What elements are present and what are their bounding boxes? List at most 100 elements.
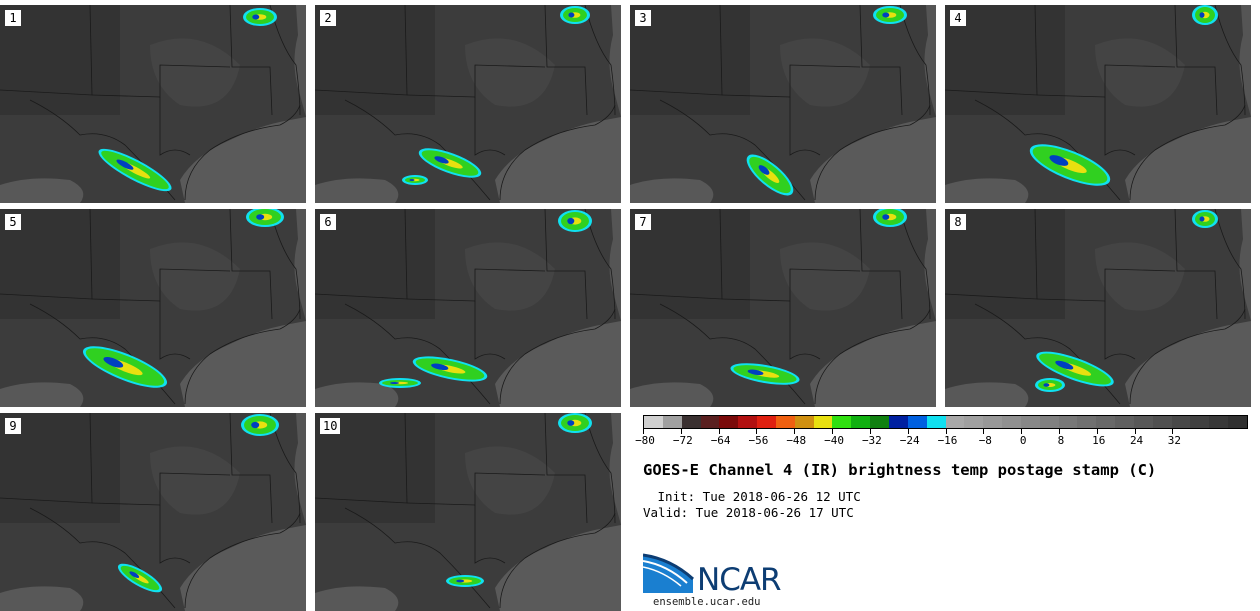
ir-map	[630, 209, 936, 407]
ir-map	[315, 209, 621, 407]
colorbar-cell	[1058, 416, 1078, 428]
colorbar-cell	[681, 416, 701, 428]
panel-number: 5	[5, 214, 21, 230]
colorbar-cell	[738, 416, 758, 428]
colorbar-cell	[926, 416, 946, 428]
colorbar-tick-label: −48	[786, 434, 807, 447]
colorbar-tick	[756, 429, 758, 434]
colorbar-cell	[888, 416, 908, 428]
colorbar-cell	[832, 416, 852, 428]
colorbar-tick-label: −72	[672, 434, 693, 447]
panel-number: 10	[320, 418, 341, 434]
colorbar-cell	[1039, 416, 1059, 428]
colorbar-tick-label: 32	[1167, 434, 1181, 447]
ir-map	[315, 5, 621, 203]
ir-map	[630, 5, 936, 203]
colorbar-cell	[1190, 416, 1210, 428]
ir-map	[0, 5, 306, 203]
colorbar-tick	[1058, 429, 1060, 434]
colorbar	[643, 415, 1248, 429]
ncar-logo-icon	[643, 553, 695, 593]
colorbar-tick	[945, 429, 947, 434]
colorbar-cell	[813, 416, 833, 428]
stamp-panel-10: 10	[315, 413, 621, 611]
colorbar-tick	[869, 429, 871, 434]
colorbar-tick	[680, 429, 682, 434]
stamp-panel-1: 1	[0, 5, 306, 203]
colorbar-tick	[718, 429, 720, 434]
colorbar-tick	[643, 429, 644, 434]
ir-map	[0, 209, 306, 407]
colorbar-cell	[945, 416, 965, 428]
colorbar-cell	[700, 416, 720, 428]
init-time: Init: Tue 2018-06-26 12 UTC	[650, 489, 861, 504]
colorbar-cell	[794, 416, 814, 428]
colorbar-cell	[1077, 416, 1097, 428]
ir-map	[945, 209, 1251, 407]
colorbar-cell	[1115, 416, 1134, 428]
colorbar-tick-label: −40	[824, 434, 844, 447]
colorbar-cell	[983, 416, 1003, 428]
valid-time: Valid: Tue 2018-06-26 17 UTC	[643, 505, 854, 520]
panel-number: 9	[5, 418, 21, 434]
stamp-panel-5: 5	[0, 209, 306, 407]
colorbar-tick	[983, 429, 985, 434]
colorbar-tick-label: −24	[899, 434, 920, 447]
colorbar-tick	[1172, 429, 1174, 434]
ir-map	[315, 413, 621, 611]
colorbar-cell	[907, 416, 927, 428]
colorbar-tick-label: 24	[1129, 434, 1144, 447]
colorbar-cell	[644, 416, 663, 428]
colorbar-cell	[1002, 416, 1021, 428]
stamp-panel-8: 8	[945, 209, 1251, 407]
logo-wordmark: NCAR	[697, 562, 782, 598]
stamp-panel-9: 9	[0, 413, 306, 611]
ir-map	[945, 5, 1251, 203]
stamp-panel-6: 6	[315, 209, 621, 407]
colorbar-cell	[964, 416, 984, 428]
colorbar-cell	[1133, 416, 1153, 428]
colorbar-cell	[1209, 416, 1229, 428]
colorbar-tick	[1021, 429, 1023, 434]
panel-number: 8	[950, 214, 966, 230]
stamp-panel-4: 4	[945, 5, 1251, 203]
colorbar-tick-label: −16	[937, 434, 958, 447]
panel-number: 1	[5, 10, 21, 26]
logo-url: ensemble.ucar.edu	[653, 596, 761, 608]
colorbar-cell	[719, 416, 739, 428]
figure-title: GOES-E Channel 4 (IR) brightness temp po…	[643, 461, 1157, 479]
colorbar-tick-label: 0	[1019, 434, 1027, 447]
ir-map	[0, 413, 306, 611]
colorbar-tick	[794, 429, 796, 434]
colorbar-tick	[832, 429, 834, 434]
colorbar-cell	[851, 416, 871, 428]
colorbar-tick-label: 8	[1057, 434, 1065, 447]
colorbar-tick-label: −8	[978, 434, 992, 447]
colorbar-cell	[662, 416, 682, 428]
colorbar-tick-label: −64	[710, 434, 731, 447]
colorbar-tick	[1096, 429, 1098, 434]
panel-number: 4	[950, 10, 966, 26]
colorbar-cell	[1020, 416, 1040, 428]
panel-number: 6	[320, 214, 336, 230]
colorbar-cell	[1228, 416, 1247, 428]
colorbar-cell	[870, 416, 889, 428]
colorbar-tick-label: −80	[635, 434, 655, 447]
panel-number: 7	[635, 214, 651, 230]
colorbar-tick-label: −32	[861, 434, 882, 447]
colorbar-tick	[907, 429, 909, 434]
colorbar-cell	[757, 416, 776, 428]
colorbar-tick-label: −56	[748, 434, 769, 447]
colorbar-tick-label: 16	[1092, 434, 1106, 447]
colorbar-cell	[1096, 416, 1116, 428]
panel-number: 3	[635, 10, 651, 26]
colorbar-cell	[1152, 416, 1172, 428]
panel-number: 2	[320, 10, 336, 26]
colorbar-ticks: −80 −72 −64 −56 −48 −40 −32 −24 −16 −8 0 8 16 24 32	[635, 429, 1248, 449]
colorbar-cell	[775, 416, 795, 428]
stamp-panel-7: 7	[630, 209, 936, 407]
colorbar-cell	[1171, 416, 1191, 428]
stamp-panel-3: 3	[630, 5, 936, 203]
colorbar-tick	[1134, 429, 1136, 434]
stamp-panel-2: 2	[315, 5, 621, 203]
